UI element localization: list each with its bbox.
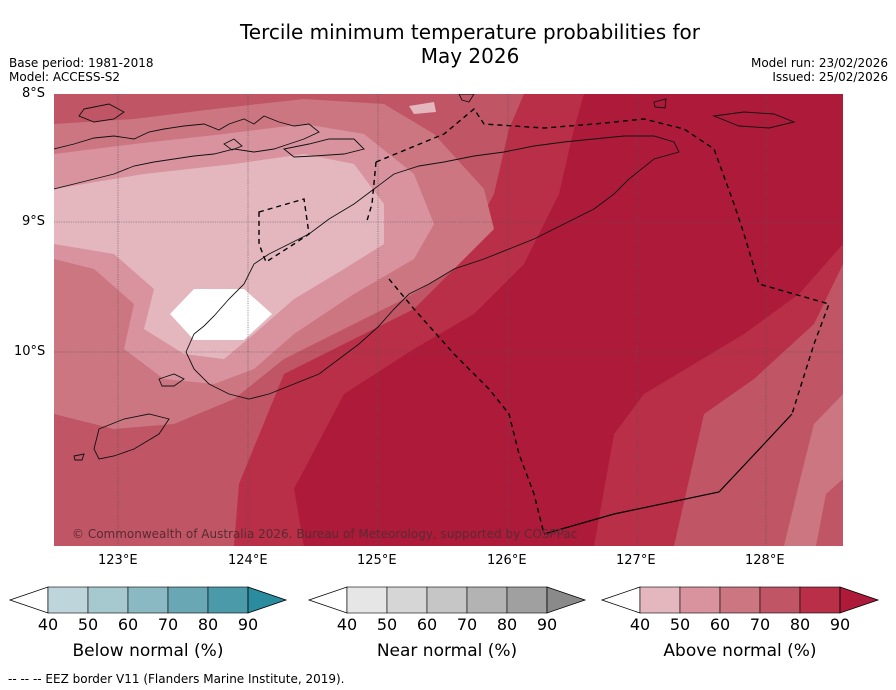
eez-border-south bbox=[388, 278, 545, 535]
colorbar-tick-label: 80 bbox=[790, 615, 810, 634]
colorbar-segment bbox=[759, 586, 801, 614]
lat-label-10s: 10°S bbox=[14, 344, 46, 359]
alor-outline bbox=[282, 138, 365, 158]
colorbar-extend-low bbox=[600, 586, 641, 614]
colorbar-above-normal: 40 50 60 70 80 90 Above normal (%) bbox=[600, 586, 880, 661]
colorbar-near-normal: 40 50 60 70 80 90 Near normal (%) bbox=[307, 586, 587, 661]
sawu-outline bbox=[93, 413, 170, 460]
colorbar-tick-label: 70 bbox=[158, 615, 178, 634]
colorbar-label: Below normal (%) bbox=[73, 641, 224, 661]
colorbar-tick-label: 70 bbox=[750, 615, 770, 634]
colorbar-tick-label: 60 bbox=[118, 615, 138, 634]
colorbar-segment bbox=[87, 586, 129, 614]
colorbar-segment bbox=[386, 586, 428, 614]
colorbar-segment bbox=[346, 586, 388, 614]
lon-label-127e: 127°E bbox=[616, 553, 656, 568]
colorbar-extend-low bbox=[307, 586, 348, 614]
eez-border-oecusse bbox=[258, 198, 310, 264]
model-text: Model: ACCESS-S2 bbox=[9, 70, 121, 84]
colorbar-segment bbox=[207, 586, 249, 614]
lat-label-8s: 8°S bbox=[22, 86, 46, 101]
colorbar-label: Above normal (%) bbox=[663, 641, 816, 661]
colorbar-segment bbox=[426, 586, 468, 614]
eez-legend-text: -- -- -- EEZ border V11 (Flanders Marine… bbox=[8, 672, 345, 686]
probability-map: © Commonwealth of Australia 2026. Bureau… bbox=[54, 94, 843, 546]
colorbar-tick-label: 90 bbox=[830, 615, 850, 634]
fill-band-90 bbox=[294, 94, 843, 546]
meta-right: Model run: 23/02/2026 Issued: 25/02/2026 bbox=[751, 56, 888, 84]
fill-band-40 bbox=[54, 154, 384, 359]
colorbar-tick-label: 50 bbox=[670, 615, 690, 634]
colorbar-tick-label: 50 bbox=[377, 615, 397, 634]
colorbar-segment bbox=[506, 586, 548, 614]
base-period-text: Base period: 1981-2018 bbox=[9, 56, 154, 70]
lat-label-9s: 9°S bbox=[22, 214, 46, 229]
timor-island-outline bbox=[185, 135, 680, 400]
issued-text: Issued: 25/02/2026 bbox=[772, 70, 888, 84]
colorbar-tick-label: 60 bbox=[710, 615, 730, 634]
fill-band-40-north bbox=[409, 102, 436, 114]
island-outline bbox=[78, 103, 125, 123]
colorbar-tick-label: 40 bbox=[38, 615, 58, 634]
colorbar-tick-label: 80 bbox=[198, 615, 218, 634]
title-line-2: May 2026 bbox=[420, 44, 520, 68]
colorbar-extend-low bbox=[8, 586, 49, 614]
island-outline bbox=[458, 94, 475, 103]
title-line-1: Tercile minimum temperature probabilitie… bbox=[239, 20, 701, 44]
graticule bbox=[54, 94, 843, 546]
wetar-outline bbox=[712, 111, 796, 129]
colorbar-extend-high bbox=[247, 586, 288, 614]
colorbar-tick-label: 90 bbox=[238, 615, 258, 634]
colorbar-segment bbox=[639, 586, 681, 614]
lon-label-124e: 124°E bbox=[228, 553, 268, 568]
colorbar-segment bbox=[127, 586, 169, 614]
flores-outline bbox=[54, 115, 320, 190]
colorbar-segment bbox=[799, 586, 841, 614]
colorbar-segment bbox=[466, 586, 508, 614]
lon-label-126e: 126°E bbox=[487, 553, 527, 568]
coastlines bbox=[54, 94, 796, 461]
colorbar-tick-label: 40 bbox=[630, 615, 650, 634]
credit-text: © Commonwealth of Australia 2026. Bureau… bbox=[72, 527, 577, 541]
colorbar-tick-label: 90 bbox=[537, 615, 557, 634]
colorbar-tick-label: 80 bbox=[497, 615, 517, 634]
island-outline bbox=[223, 138, 243, 151]
colorbar-label: Near normal (%) bbox=[377, 641, 517, 661]
eez-border-west bbox=[365, 161, 377, 225]
eez-borders bbox=[258, 107, 830, 535]
eez-border-timor-leste bbox=[375, 107, 830, 415]
fill-band-70-se bbox=[816, 479, 843, 546]
colorbar-legend: 40 50 60 70 80 90 Below normal (%) 40 50 60 70 80 9… bbox=[8, 586, 880, 661]
eez-border-solid-segment bbox=[543, 413, 793, 535]
colorbar-segment bbox=[167, 586, 209, 614]
model-run-text: Model run: 23/02/2026 bbox=[750, 56, 888, 70]
colorbar-tick-label: 40 bbox=[337, 615, 357, 634]
lon-label-128e: 128°E bbox=[745, 553, 785, 568]
chart-title: Tercile minimum temperature probabilitie… bbox=[0, 20, 896, 68]
colorbar-extend-high bbox=[546, 586, 587, 614]
colorbar-extend-high bbox=[839, 586, 880, 614]
colorbar-segment bbox=[679, 586, 721, 614]
colorbar-below-normal: 40 50 60 70 80 90 Below normal (%) bbox=[8, 586, 288, 661]
lon-label-125e: 125°E bbox=[357, 553, 397, 568]
meta-left: Base period: 1981-2018 Model: ACCESS-S2 bbox=[9, 56, 154, 84]
lon-label-123e: 123°E bbox=[98, 553, 138, 568]
rote-outline bbox=[158, 373, 185, 387]
colorbar-tick-label: 70 bbox=[457, 615, 477, 634]
colorbar-tick-label: 60 bbox=[417, 615, 437, 634]
colorbar-tick-label: 50 bbox=[78, 615, 98, 634]
fill-below-40 bbox=[170, 289, 272, 340]
island-outline bbox=[73, 453, 85, 461]
colorbar-segment bbox=[47, 586, 89, 614]
island-outline bbox=[653, 98, 667, 109]
colorbar-segment bbox=[719, 586, 761, 614]
